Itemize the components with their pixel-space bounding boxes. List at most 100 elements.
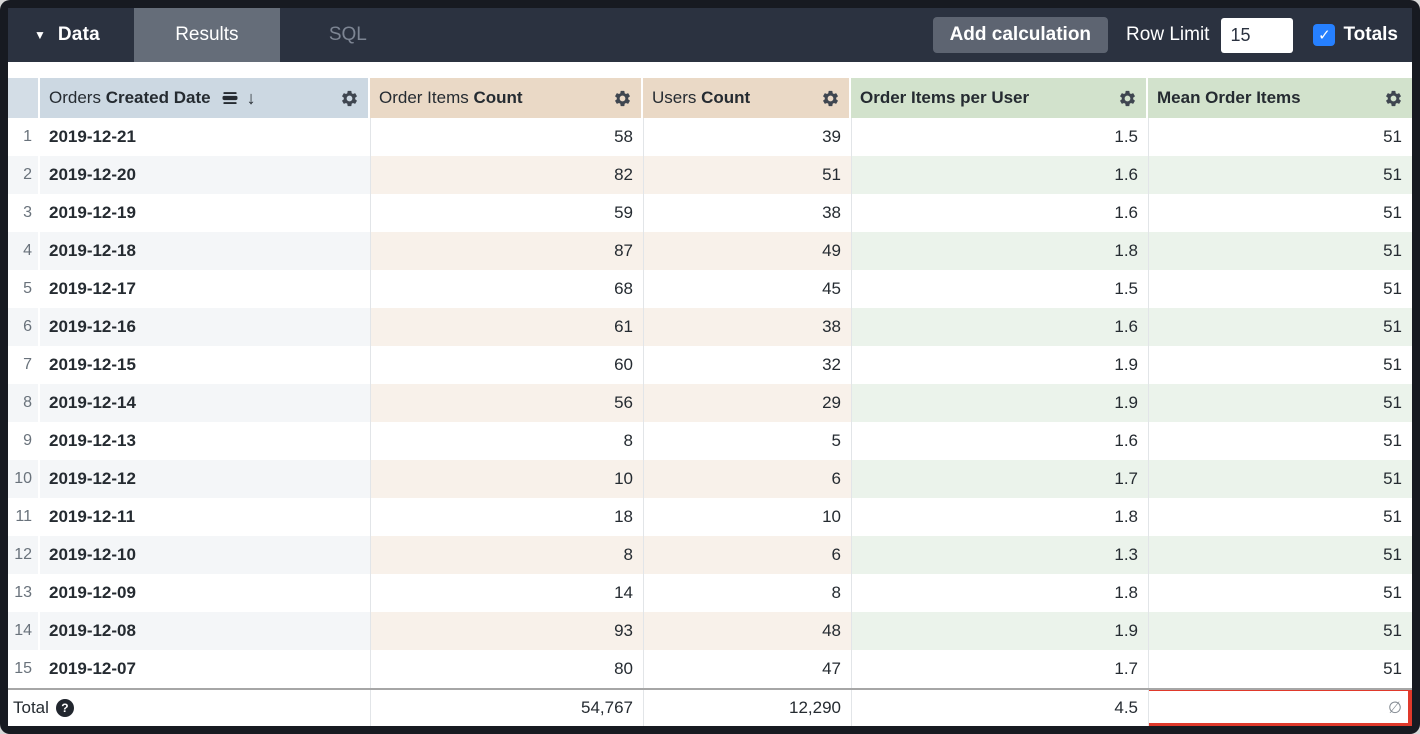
cell-orders-created-date[interactable]: 2019-12-07 [49,659,136,678]
cell-mean-order-items[interactable]: 51 [1148,384,1412,422]
checkmark-icon: ✓ [1318,27,1331,44]
row-limit-input[interactable] [1221,17,1294,53]
column-header-users-count[interactable]: Users Count [643,78,851,118]
cell-mean-order-items[interactable]: 51 [1148,422,1412,460]
cell-order-items-per-user[interactable]: 1.6 [851,194,1148,232]
cell-order-items-count[interactable]: 60 [370,346,643,384]
tab-results[interactable]: Results [133,8,280,62]
results-panel: Orders Created Date ↓ Order Items Count … [8,62,1412,726]
cell-users-count[interactable]: 32 [643,346,851,384]
total-order-items-per-user: 4.5 [851,690,1148,726]
cell-orders-created-date[interactable]: 2019-12-11 [49,507,136,526]
cell-mean-order-items[interactable]: 51 [1148,308,1412,346]
cell-order-items-per-user[interactable]: 1.3 [851,536,1148,574]
gear-icon[interactable] [815,89,840,108]
gear-icon[interactable] [1378,89,1403,108]
cell-order-items-count[interactable]: 82 [370,156,643,194]
cell-orders-created-date[interactable]: 2019-12-19 [49,203,136,222]
gear-icon[interactable] [607,89,632,108]
cell-mean-order-items[interactable]: 51 [1148,346,1412,384]
cell-users-count[interactable]: 29 [643,384,851,422]
cell-users-count[interactable]: 51 [643,156,851,194]
cell-order-items-count[interactable]: 18 [370,498,643,536]
cell-order-items-count[interactable]: 87 [370,232,643,270]
cell-order-items-count[interactable]: 8 [370,422,643,460]
cell-order-items-count[interactable]: 10 [370,460,643,498]
cell-mean-order-items[interactable]: 51 [1148,270,1412,308]
totals-checkbox[interactable]: ✓ [1313,24,1336,46]
cell-mean-order-items[interactable]: 51 [1148,118,1412,156]
cell-order-items-per-user[interactable]: 1.6 [851,156,1148,194]
cell-order-items-count[interactable]: 8 [370,536,643,574]
cell-order-items-count[interactable]: 59 [370,194,643,232]
cell-orders-created-date[interactable]: 2019-12-17 [49,279,136,298]
cell-users-count[interactable]: 39 [643,118,851,156]
cell-orders-created-date[interactable]: 2019-12-18 [40,232,370,270]
cell-order-items-count[interactable]: 93 [370,612,643,650]
column-header-order-items-per-user[interactable]: Order Items per User [851,78,1148,118]
cell-order-items-count[interactable]: 14 [370,574,643,612]
cell-orders-created-date[interactable]: 2019-12-16 [40,308,370,346]
cell-orders-created-date[interactable]: 2019-12-09 [49,583,136,602]
cell-order-items-per-user[interactable]: 1.8 [851,574,1148,612]
cell-mean-order-items[interactable]: 51 [1148,650,1412,688]
cell-mean-order-items[interactable]: 51 [1148,574,1412,612]
cell-orders-created-date[interactable]: 2019-12-08 [40,612,370,650]
help-icon[interactable]: ? [55,699,74,717]
cell-users-count[interactable]: 38 [643,194,851,232]
subtotal-icon[interactable] [220,88,240,108]
cell-mean-order-items[interactable]: 51 [1148,612,1412,650]
cell-users-count[interactable]: 6 [643,460,851,498]
cell-users-count[interactable]: 45 [643,270,851,308]
cell-orders-created-date[interactable]: 2019-12-10 [40,536,370,574]
column-header-mean-order-items[interactable]: Mean Order Items [1148,78,1412,118]
cell-order-items-count[interactable]: 58 [370,118,643,156]
cell-order-items-per-user[interactable]: 1.7 [851,650,1148,688]
cell-mean-order-items[interactable]: 51 [1148,460,1412,498]
data-menu-toggle[interactable]: ▼ Data [8,24,134,46]
cell-order-items-count[interactable]: 68 [370,270,643,308]
tab-sql[interactable]: SQL [302,8,394,62]
cell-order-items-per-user[interactable]: 1.6 [851,308,1148,346]
cell-orders-created-date[interactable]: 2019-12-13 [49,431,136,450]
gear-icon[interactable] [1112,89,1137,108]
add-calculation-button[interactable]: Add calculation [932,17,1109,53]
cell-orders-created-date[interactable]: 2019-12-12 [40,460,370,498]
cell-users-count[interactable]: 47 [643,650,851,688]
cell-order-items-per-user[interactable]: 1.9 [851,384,1148,422]
row-number-cell: 2 [8,156,40,194]
cell-users-count[interactable]: 38 [643,308,851,346]
cell-mean-order-items[interactable]: 51 [1148,232,1412,270]
cell-order-items-count[interactable]: 56 [370,384,643,422]
cell-users-count[interactable]: 6 [643,536,851,574]
cell-order-items-per-user[interactable]: 1.7 [851,460,1148,498]
cell-users-count[interactable]: 49 [643,232,851,270]
cell-orders-created-date[interactable]: 2019-12-21 [49,127,136,146]
cell-order-items-per-user[interactable]: 1.8 [851,498,1148,536]
column-header-order-items-count[interactable]: Order Items Count [370,78,643,118]
cell-orders-created-date[interactable]: 2019-12-20 [40,156,370,194]
cell-users-count[interactable]: 8 [643,574,851,612]
cell-orders-created-date[interactable]: 2019-12-15 [49,355,136,374]
row-number-header [8,78,40,118]
cell-orders-created-date[interactable]: 2019-12-14 [40,384,370,422]
cell-order-items-per-user[interactable]: 1.9 [851,612,1148,650]
cell-mean-order-items[interactable]: 51 [1148,498,1412,536]
row-number-cell: 5 [8,270,40,308]
cell-order-items-per-user[interactable]: 1.5 [851,270,1148,308]
cell-mean-order-items[interactable]: 51 [1148,536,1412,574]
cell-users-count[interactable]: 48 [643,612,851,650]
cell-users-count[interactable]: 5 [643,422,851,460]
cell-order-items-per-user[interactable]: 1.9 [851,346,1148,384]
cell-order-items-per-user[interactable]: 1.5 [851,118,1148,156]
cell-mean-order-items[interactable]: 51 [1148,194,1412,232]
column-header-orders-created-date[interactable]: Orders Created Date ↓ [40,78,370,118]
cell-mean-order-items[interactable]: 51 [1148,156,1412,194]
cell-users-count[interactable]: 10 [643,498,851,536]
sort-desc-icon[interactable]: ↓ [246,87,256,108]
cell-order-items-count[interactable]: 80 [370,650,643,688]
cell-order-items-per-user[interactable]: 1.6 [851,422,1148,460]
cell-order-items-per-user[interactable]: 1.8 [851,232,1148,270]
cell-order-items-count[interactable]: 61 [370,308,643,346]
gear-icon[interactable] [334,89,359,108]
